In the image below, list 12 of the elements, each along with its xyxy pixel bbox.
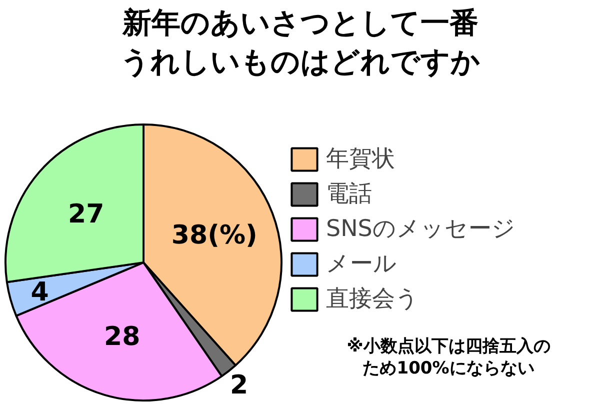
data-label: 4 [30, 278, 49, 308]
legend-label: SNSのメッセージ [326, 215, 516, 244]
data-label: 38(%) [171, 220, 258, 250]
legend-label: メール [326, 250, 397, 279]
data-label: 27 [68, 199, 104, 230]
chart-title: 新年のあいさつとして一番うれしいものはどれですか [120, 6, 480, 79]
data-label: 2 [230, 370, 248, 400]
text: ※小数点以下は四捨五入のため100%にならない [346, 336, 550, 378]
legend-label: 年賀状 [326, 145, 395, 174]
legend-label: 直接会う [326, 285, 419, 314]
legend-label: 電話 [326, 180, 372, 209]
data-label: 28 [104, 322, 140, 352]
